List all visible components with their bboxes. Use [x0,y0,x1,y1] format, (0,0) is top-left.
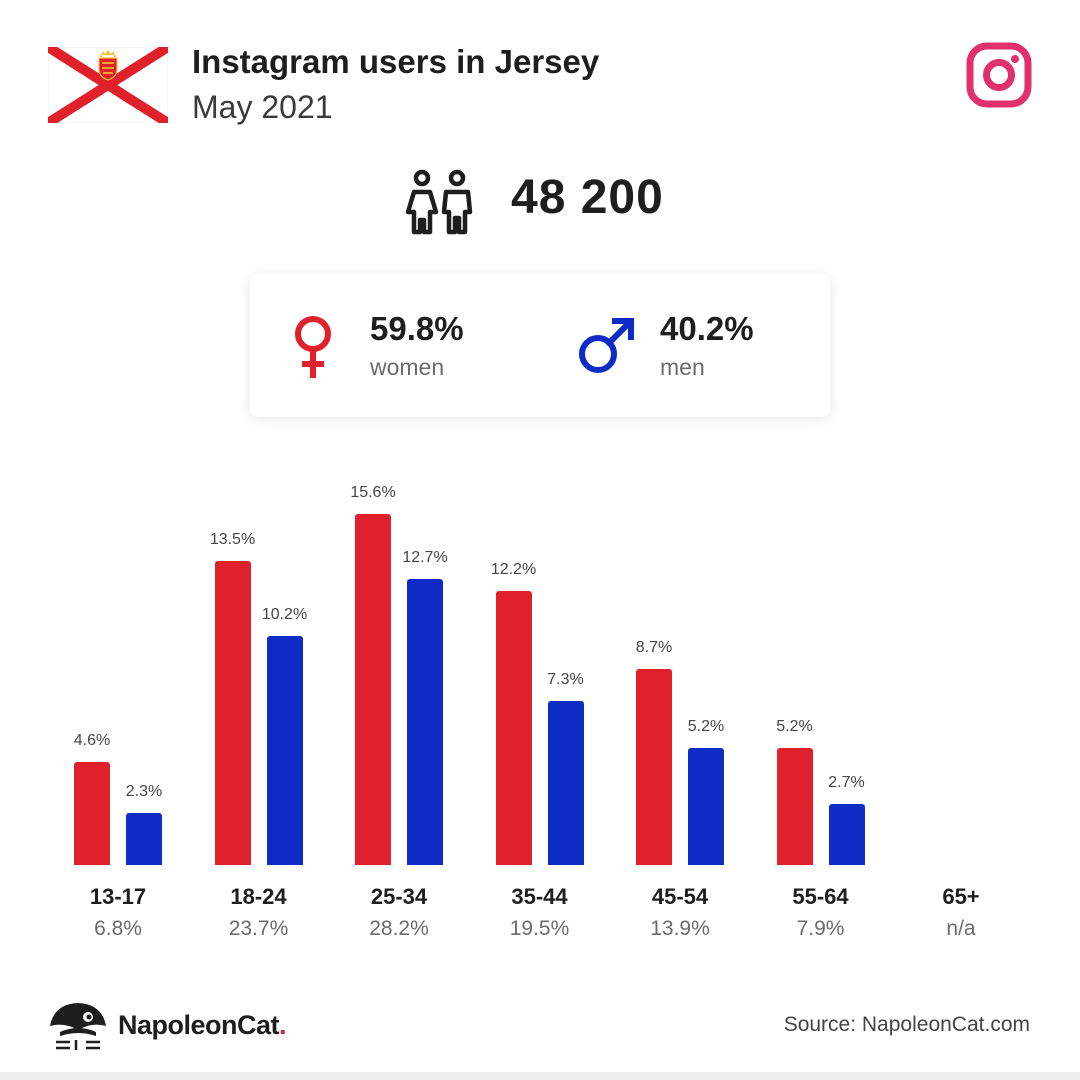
bar-25-34-series-2 [407,579,443,865]
bar-value-label: 2.7% [828,774,865,792]
bar-value-label: 8.7% [635,639,673,657]
brand-name-text: NapoleonCat [118,1010,280,1040]
bottom-strip [0,1072,1080,1080]
bar-value-label: 10.2% [261,605,308,623]
age-group-total: 23.7% [228,917,289,940]
gender-card: 59.8% women 40.2% men [250,274,830,417]
people-icon [405,169,473,235]
age-group-label: 55-64 [792,884,849,909]
men-label: men [660,354,705,380]
bar-value-label: 12.2% [490,560,537,578]
age-group-label: 18-24 [230,884,287,909]
age-group-label: 45-54 [651,884,709,909]
age-group-label: 13-17 [89,884,147,909]
bar-value-label: 5.2% [687,718,725,735]
men-percentage: 40.2% [660,310,754,347]
age-group-label: 35-44 [511,884,568,909]
age-group-total: n/a [946,917,976,940]
bar-value-label: 4.6% [73,731,111,749]
source-credit: Source: NapoleonCat.com [783,1013,1030,1036]
women-label: women [370,354,445,380]
bar-55-64-series-1 [776,748,813,865]
page-subtitle: May 2021 [192,89,333,125]
bar-value-label: 13.5% [209,531,256,549]
age-group-total: 7.9% [796,917,845,940]
bar-18-24-series-2 [266,635,303,865]
age-group-label: 65+ [942,884,980,909]
bar-value-label: 12.7% [402,549,448,567]
bar-value-label: 5.2% [776,718,813,735]
bar-35-44-series-2 [547,700,584,865]
bar-value-label: 7.3% [547,670,584,688]
page-title: Instagram users in Jersey [192,43,600,80]
total-users: 48 200 [511,171,664,224]
bar-35-44-series-1 [495,590,532,865]
women-percentage: 59.8% [370,310,464,347]
bar-18-24-series-1 [214,561,251,865]
jersey-flag-icon [48,47,168,123]
age-group-label: 25-34 [370,884,428,909]
napoleoncat-logo-icon [50,1003,106,1050]
bar-value-label: 15.6% [350,484,396,501]
bar-13-17-series-2 [126,813,162,865]
bar-13-17-series-1 [74,761,110,865]
age-group-total: 6.8% [94,917,142,940]
age-group-total: 13.9% [650,917,710,940]
brand-name: NapoleonCat. [118,1010,287,1041]
female-symbol-icon [295,316,331,378]
bar-45-54-series-1 [636,669,672,865]
age-group-total: 28.2% [369,917,429,940]
bar-value-label: 2.3% [125,783,163,801]
bar-45-54-series-2 [688,748,724,865]
brand-dot: . [279,1010,287,1040]
male-symbol-icon [579,318,634,373]
instagram-logo-icon [966,42,1032,108]
bar-25-34-series-1 [355,514,391,865]
age-distribution-chart: 4.6% 2.3% 13-17 6.8% 13.5% 10.2% 18-24 23.7% 15.… [0,440,1080,970]
bar-55-64-series-2 [828,804,865,865]
age-group-total: 19.5% [509,917,570,940]
